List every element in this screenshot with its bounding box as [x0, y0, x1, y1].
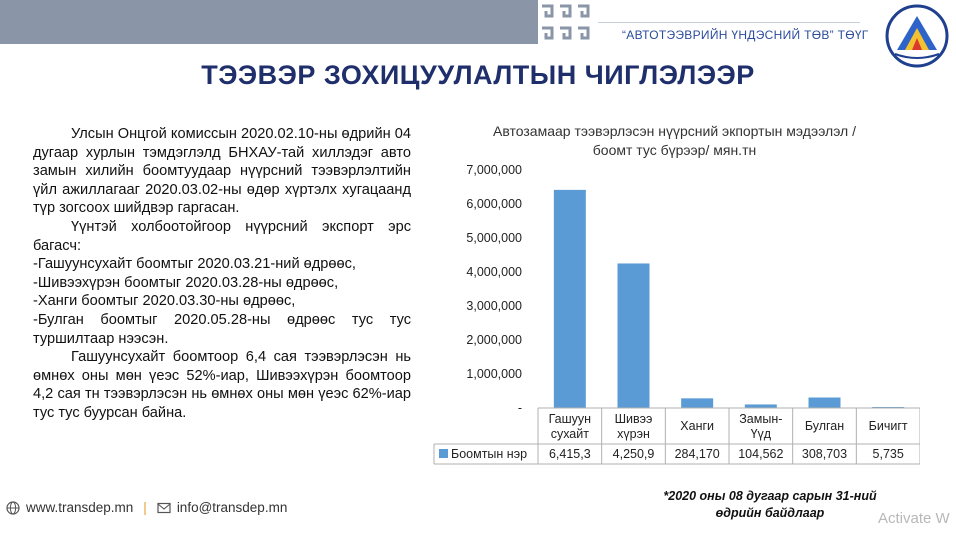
category-label: сухайт [551, 427, 590, 441]
data-label: 6,415,3 [549, 447, 591, 461]
list-item: -Ханги боомтыг 2020.03.30-ны өдрөөс, [33, 293, 296, 310]
header-pattern [538, 0, 598, 44]
email-link[interactable]: info@transdep.mn [176, 500, 288, 515]
y-tick-label: 1,000,000 [466, 367, 522, 381]
data-label: 308,703 [802, 447, 847, 461]
footer: www.transdep.mn | info@transdep.mn [6, 500, 287, 515]
legend-label: Боомтын нэр [451, 447, 527, 461]
org-emblem-icon [885, 4, 949, 68]
bar [553, 189, 586, 408]
category-label: Замын- [739, 412, 782, 426]
y-tick-label: 2,000,000 [466, 333, 522, 347]
data-label: 104,562 [738, 447, 783, 461]
category-label: Бичигт [869, 419, 908, 433]
mail-icon [157, 502, 171, 513]
data-label: 4,250,9 [613, 447, 655, 461]
activation-watermark: Activate W [878, 510, 950, 527]
header-bar [0, 0, 538, 44]
paragraph-2: Үүнтэй холбоотойгоор нүүрсний экспорт эр… [33, 218, 411, 254]
bar-chart: - 1,000,000 2,000,000 3,000,000 4,000,000 5,0… [433, 163, 920, 465]
footnote: *2020 оны 08 дугаар сарын 31-ний өдрийн … [663, 489, 877, 520]
y-tick-label: 3,000,000 [466, 299, 522, 313]
list-item: -Булган боомтыг 2020.05.28-ны өдрөөс тус… [33, 311, 411, 347]
paragraph-1: Улсын Онцгой комиссын 2020.02.10-ны өдри… [33, 126, 411, 217]
footer-separator: | [143, 500, 147, 515]
chart-title: Автозамаар тээвэрлэсэн нүүрсний экпортын… [493, 123, 856, 158]
globe-icon [6, 500, 20, 515]
y-tick-label: 7,000,000 [466, 163, 522, 177]
category-label: Үүд [751, 427, 772, 441]
header-rule [598, 22, 860, 23]
bar [744, 404, 777, 408]
body-text: Улсын Онцгой комиссын 2020.02.10-ны өдри… [33, 125, 411, 423]
category-label: Булган [805, 419, 844, 433]
y-tick-label: 5,000,000 [466, 231, 522, 245]
bar [681, 398, 714, 408]
paragraph-3: Гашуунсухайт боомтоор 6,4 сая тээвэрлэсэ… [33, 349, 411, 421]
list-item: -Гашуунсухайт боомтыг 2020.03.21-ний өдр… [33, 256, 356, 273]
category-label: Гашуун [549, 412, 592, 426]
bar [808, 397, 841, 408]
data-label: 284,170 [675, 447, 720, 461]
website-link[interactable]: www.transdep.mn [26, 500, 134, 515]
category-label: Шивээ [615, 412, 653, 426]
legend-swatch [439, 449, 448, 458]
data-label: 5,735 [873, 447, 904, 461]
bar [617, 263, 650, 408]
category-label: хүрэн [617, 427, 650, 441]
org-name: “АВТОТЭЭВРИЙН ҮНДЭСНИЙ ТӨВ” ТӨҮГ [622, 28, 869, 42]
category-label: Ханги [680, 419, 714, 433]
y-tick-label: 4,000,000 [466, 265, 522, 279]
y-tick-label: 6,000,000 [466, 197, 522, 211]
y-tick-label: - [518, 401, 522, 415]
list-item: -Шивээхүрэн боомтыг 2020.03.28-ны өдрөөс… [33, 274, 339, 291]
page-title: ТЭЭВЭР ЗОХИЦУУЛАЛТЫН ЧИГЛЭЛЭЭР [201, 60, 755, 90]
